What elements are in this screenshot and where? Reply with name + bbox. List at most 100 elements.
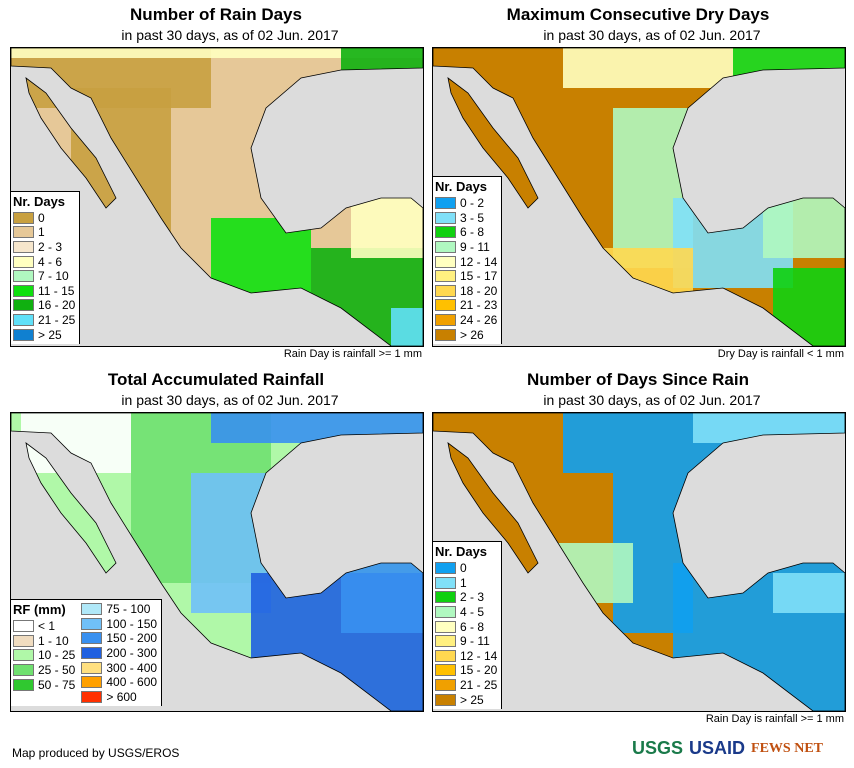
legend-label: 0 - 2 [460, 196, 485, 211]
map-region [553, 543, 633, 603]
legend-swatch [435, 328, 456, 341]
map-region [71, 88, 171, 248]
panel-note: Dry Day is rainfall < 1 mm [717, 348, 844, 360]
legend-swatch [13, 314, 34, 327]
usgs-logo: USGS [632, 738, 684, 758]
panel-title: Number of Days Since Rain [526, 370, 749, 389]
legend-label: 3 - 5 [460, 210, 485, 225]
legend-label: 18 - 20 [460, 283, 498, 298]
usaid-logo: USAID [689, 738, 746, 758]
legend-label: 21 - 25 [38, 313, 76, 328]
legend-title: Nr. Days [13, 193, 66, 209]
legend-swatch [435, 284, 456, 297]
panel-note: Rain Day is rainfall >= 1 mm [283, 348, 422, 360]
legend-label: 9 - 11 [460, 240, 490, 255]
legend-item: 10 - 25 [13, 648, 75, 663]
legend-item: 18 - 20 [435, 284, 497, 299]
map-region [593, 248, 693, 298]
legend-item: 0 [13, 211, 75, 226]
legend-label: 11 - 15 [38, 283, 75, 298]
legend-swatch [13, 634, 34, 647]
legend-label: 150 - 200 [106, 631, 158, 646]
legend-swatch [435, 606, 456, 619]
legend-label: 21 - 23 [460, 298, 498, 313]
legend-item: 9 - 11 [435, 240, 497, 255]
legend-item: 150 - 200 [81, 631, 157, 646]
legend-swatch [435, 562, 456, 575]
legend-label: 10 - 25 [38, 648, 76, 663]
legend-swatch [81, 617, 103, 630]
legend-item: 1 - 10 [13, 634, 75, 649]
legend-label: 7 - 10 [38, 269, 69, 284]
legend-item: 1 [13, 225, 75, 240]
legend-label: 2 - 3 [460, 590, 485, 605]
legend-swatch [13, 226, 34, 239]
legend-label: 16 - 20 [38, 298, 76, 313]
legend-item: > 600 [81, 690, 157, 705]
panel-subtitle: in past 30 days, as of 02 Jun. 2017 [543, 392, 761, 408]
legend-label: 6 - 8 [460, 619, 485, 634]
legend-label: 0 [38, 210, 45, 225]
legend-item: 21 - 25 [435, 678, 497, 693]
legend-label: > 25 [460, 692, 484, 707]
legend-item: 1 [435, 576, 497, 591]
panel-note: Rain Day is rainfall >= 1 mm [705, 713, 844, 725]
legend-label: 1 [38, 225, 45, 240]
legend-label: 75 - 100 [106, 602, 151, 617]
legend-label: 400 - 600 [106, 675, 158, 690]
legend-swatch [13, 241, 34, 254]
legend-item: 400 - 600 [81, 675, 157, 690]
map-region [773, 268, 845, 346]
legend-item: 9 - 11 [435, 634, 497, 649]
legend-swatch [81, 647, 103, 660]
map-region [733, 48, 845, 78]
legend-swatch [13, 664, 34, 677]
legend-swatch [435, 620, 456, 633]
legend-label: 4 - 6 [38, 254, 63, 269]
legend-label: 4 - 5 [460, 605, 485, 620]
legend-swatch [435, 299, 456, 312]
legend-label: 2 - 3 [38, 240, 63, 255]
legend-swatch [13, 255, 34, 268]
panel-subtitle: in past 30 days, as of 02 Jun. 2017 [121, 392, 339, 408]
legend-title: Nr. Days [435, 179, 488, 194]
legend-label: > 600 [106, 689, 137, 704]
legend-label: 0 [460, 561, 467, 576]
legend-item: 6 - 8 [435, 225, 497, 240]
legend-label: 300 - 400 [106, 660, 158, 675]
legend-item: 15 - 17 [435, 269, 497, 284]
legend-item: 12 - 14 [435, 649, 497, 664]
legend-swatch [13, 270, 34, 283]
map-region [11, 48, 423, 58]
legend-item: 12 - 14 [435, 254, 497, 269]
legend-item: 3 - 5 [435, 211, 497, 226]
logos: USGS USAID FEWS NET [632, 738, 823, 759]
panel-title: Total Accumulated Rainfall [107, 370, 325, 389]
legend-swatch [435, 664, 456, 677]
legend-item: 15 - 20 [435, 663, 497, 678]
legend-label: 12 - 14 [460, 254, 498, 269]
legend-label: 1 - 10 [38, 633, 69, 648]
country-borders [433, 48, 845, 346]
legend-label: < 1 [38, 619, 56, 634]
legend-swatch [435, 226, 456, 239]
legend-item: 2 - 3 [435, 590, 497, 605]
legend-item: 11 - 15 [13, 284, 75, 299]
legend-title: RF (mm) [13, 602, 66, 617]
legend-label: 21 - 25 [460, 678, 498, 693]
map-region [341, 563, 423, 633]
map-region [693, 413, 845, 443]
legend-swatch [435, 270, 456, 283]
legend-item: 200 - 300 [81, 646, 157, 661]
legend-swatch [13, 649, 34, 662]
map-region [763, 198, 845, 258]
panel-subtitle: in past 30 days, as of 02 Jun. 2017 [543, 27, 761, 43]
credit-text: Map produced by USGS/EROS [12, 746, 180, 760]
